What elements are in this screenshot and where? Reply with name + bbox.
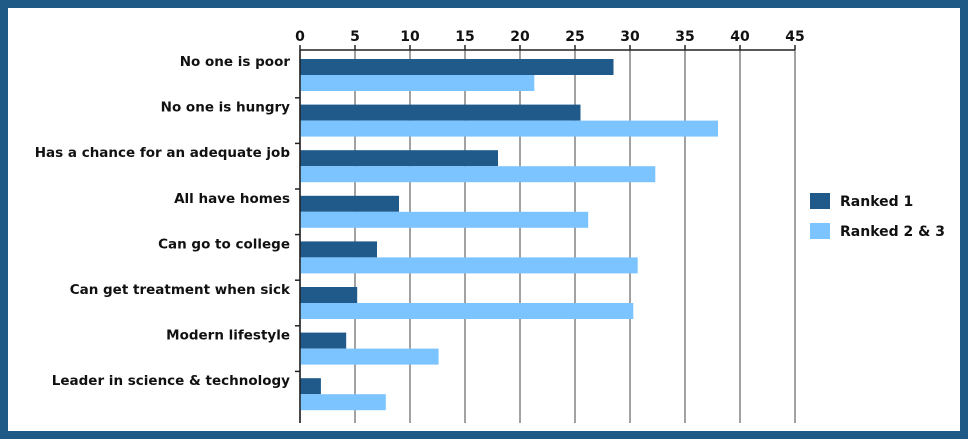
tick-label-35: 35 (675, 29, 694, 45)
category-labels: No one is poor No one is hungry Has a chan… (35, 54, 291, 389)
category-label-0: No one is poor (180, 54, 291, 70)
bar-ranked-2-3-5 (300, 303, 634, 319)
tick-label-10: 10 (400, 29, 420, 45)
category-label-3: All have homes (174, 191, 290, 207)
category-label-6: Modern lifestyle (166, 328, 290, 344)
bar-ranked-2-3-7 (300, 394, 386, 411)
bar-ranked-1-5 (300, 287, 358, 303)
legend-swatch-1 (810, 223, 830, 239)
bar-ranked-2-3-1 (300, 120, 718, 137)
tick-label-45: 45 (785, 29, 804, 45)
tick-label-25: 25 (565, 29, 584, 45)
tick-label-0: 0 (295, 29, 305, 45)
legend-swatch-0 (810, 193, 830, 209)
axis-group (295, 45, 796, 423)
category-label-1: No one is hungry (161, 100, 291, 116)
tick-label-15: 15 (455, 29, 474, 45)
bar-ranked-2-3-3 (300, 211, 589, 228)
bar-ranked-1-2 (300, 150, 498, 167)
bars-group (300, 59, 718, 411)
tick-label-30: 30 (620, 29, 640, 45)
legend-label-1: Ranked 2 & 3 (840, 224, 945, 240)
chart-panel: 0 5 10 15 20 25 30 35 40 45 No one is poor No one … (8, 8, 960, 431)
category-label-5: Can get treatment when sick (70, 282, 291, 298)
bar-ranked-1-3 (300, 195, 399, 212)
legend-label-0: Ranked 1 (840, 194, 913, 210)
tick-label-20: 20 (510, 29, 530, 45)
bar-ranked-1-1 (300, 104, 581, 121)
bar-ranked-2-3-4 (300, 257, 638, 274)
bar-ranked-1-0 (300, 59, 614, 75)
tick-labels: 0 5 10 15 20 25 30 35 40 45 (295, 29, 805, 45)
bar-ranked-2-3-2 (300, 166, 656, 183)
tick-label-5: 5 (350, 29, 360, 45)
category-label-2: Has a chance for an adequate job (35, 145, 291, 161)
bar-ranked-1-4 (300, 241, 377, 258)
tick-label-40: 40 (730, 29, 750, 45)
bar-ranked-1-7 (300, 378, 321, 395)
category-label-7: Leader in science & technology (52, 373, 290, 389)
legend: Ranked 1 Ranked 2 & 3 (810, 193, 945, 240)
category-label-4: Can go to college (158, 236, 290, 252)
bar-ranked-1-6 (300, 332, 347, 349)
bar-ranked-2-3-0 (300, 75, 535, 91)
bar-ranked-2-3-6 (300, 348, 439, 365)
